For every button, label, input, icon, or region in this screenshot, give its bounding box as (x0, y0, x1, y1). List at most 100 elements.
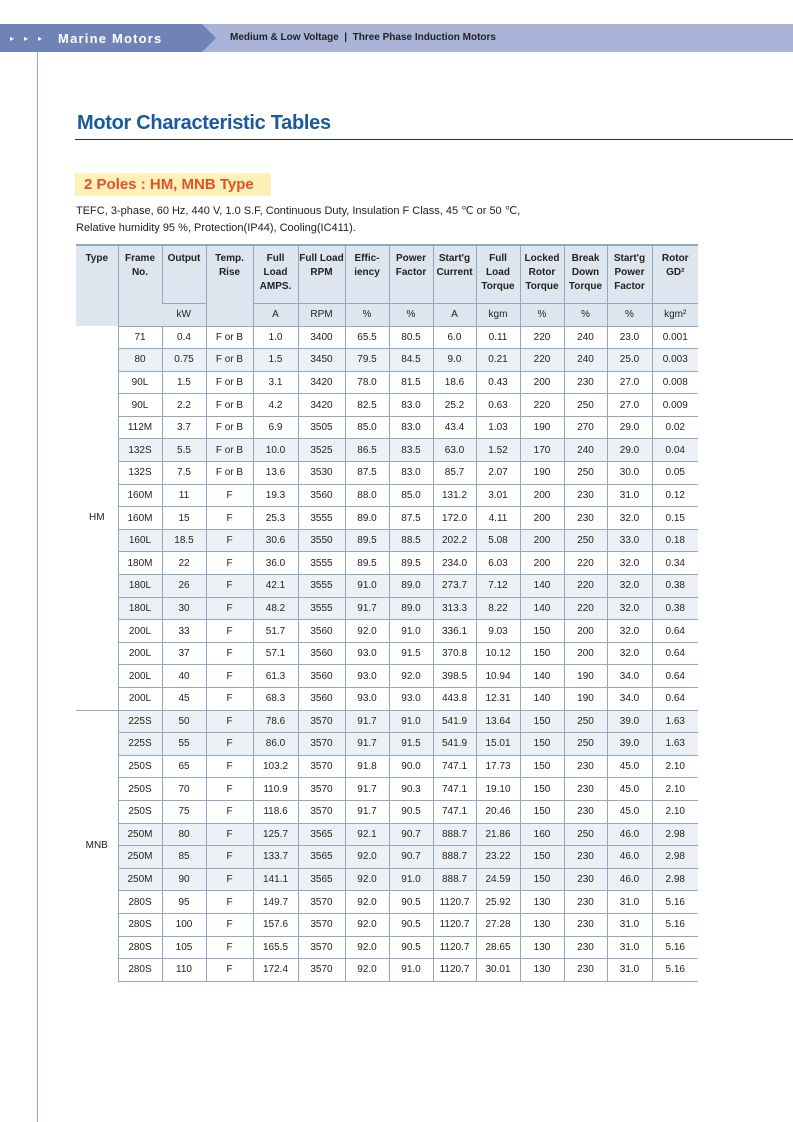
table-cell: 90.5 (388, 912, 433, 937)
table-cell: 3450 (297, 348, 345, 372)
table-cell: 1.5 (252, 348, 298, 372)
arrow-icons: ▸▸▸ (10, 33, 53, 43)
table-row: 280S 110 F 172.4 3570 92.0 91.0 1120.7 30.01 130 2… (76, 958, 698, 982)
table-cell: 250 (563, 822, 607, 846)
table-cell: 91.7 (344, 732, 389, 756)
table-cell: 81.5 (388, 370, 433, 394)
table-row: 90L 2.2 F or B 4.2 3420 82.5 83.0 25.2 0.63 220 25… (76, 393, 698, 417)
table-cell: F (205, 890, 253, 914)
table-cell: 225S (117, 732, 162, 756)
table-cell: 25.3 (252, 506, 298, 530)
table-cell: 83.0 (388, 415, 433, 439)
table-cell: 2.07 (475, 461, 520, 485)
table-cell: 125.7 (252, 822, 298, 846)
table-cell: 3550 (297, 528, 345, 552)
table-cell: 130 (519, 912, 564, 937)
table-row: 90L 1.5 F or B 3.1 3420 78.0 81.5 18.6 0.43 200 23… (76, 370, 698, 394)
unit-header: % (388, 302, 433, 326)
table-cell: 0.008 (651, 370, 698, 394)
table-cell: 17.73 (475, 754, 520, 778)
table-cell: 180L (117, 596, 162, 620)
column-header: Type (76, 244, 118, 326)
table-cell: 220 (519, 393, 564, 417)
table-cell: 273.7 (432, 574, 476, 598)
table-cell: 3555 (297, 551, 345, 575)
table-cell: 200 (519, 506, 564, 530)
table-cell: 0.001 (651, 325, 698, 349)
table-cell: 200 (519, 483, 564, 507)
table-cell: 15.01 (475, 732, 520, 756)
table-cell: 91.5 (388, 641, 433, 665)
table-cell: 5.16 (651, 935, 698, 959)
table-cell: 3560 (297, 687, 345, 711)
table-cell: 79.5 (344, 348, 389, 372)
table-cell: 92.0 (388, 664, 433, 688)
table-cell: F (205, 799, 253, 824)
breadcrumb: Medium & Low Voltage | Three Phase Induc… (230, 32, 496, 43)
table-cell: 10.12 (475, 641, 520, 665)
table-cell: 1120.7 (432, 890, 476, 914)
table-cell: 65.5 (344, 325, 389, 349)
table-cell: 1120.7 (432, 935, 476, 959)
table-cell: 150 (519, 619, 564, 643)
unit-header: kgm² (651, 302, 698, 326)
table-cell: F (205, 687, 253, 711)
table-cell: 0.63 (475, 393, 520, 417)
table-cell: 85.0 (344, 415, 389, 439)
table-cell: 43.4 (432, 415, 476, 439)
table-cell: 1.5 (161, 370, 206, 394)
table-cell: 220 (519, 348, 564, 372)
table-cell: 200L (117, 664, 162, 688)
table-cell: 3420 (297, 393, 345, 417)
table-cell: 200 (519, 528, 564, 552)
table-cell: 0.009 (651, 393, 698, 417)
table-cell: 240 (563, 438, 607, 462)
table-row: 250S 70 F 110.9 3570 91.7 90.3 747.1 19.10 150 230… (76, 777, 698, 801)
type-cell: MNB (76, 709, 118, 982)
table-cell: 3570 (297, 935, 345, 959)
table-row: 250M 80 F 125.7 3565 92.1 90.7 888.7 21.86 160 250… (76, 822, 698, 846)
table-cell: 130 (519, 890, 564, 914)
table-cell: 91.0 (388, 958, 433, 982)
table-cell: 130 (519, 958, 564, 982)
table-cell: 398.5 (432, 664, 476, 688)
table-cell: 88.0 (344, 483, 389, 507)
table-cell: 92.0 (344, 935, 389, 959)
table-cell: 29.0 (606, 438, 652, 462)
table-cell: 230 (563, 912, 607, 937)
table-cell: 32.0 (606, 551, 652, 575)
table-cell: 3570 (297, 799, 345, 824)
table-cell: 91.7 (344, 777, 389, 801)
table-cell: 150 (519, 867, 564, 891)
table-cell: 63.0 (432, 438, 476, 462)
table-cell: 30.01 (475, 958, 520, 982)
table-cell: 45.0 (606, 777, 652, 801)
table-cell: 230 (563, 754, 607, 778)
table-row: HM 71 0.4 F or B 1.0 3400 65.5 80.5 6.0 0.11 220 24… (76, 325, 698, 523)
table-cell: 3570 (297, 958, 345, 982)
table-cell: 149.7 (252, 890, 298, 914)
table-cell: 140 (519, 596, 564, 620)
unit-header: % (606, 302, 652, 326)
table-cell: 33 (161, 619, 206, 643)
table-cell: 150 (519, 777, 564, 801)
table-cell: 30.0 (606, 461, 652, 485)
table-cell: F or B (205, 393, 253, 417)
table-cell: 8.22 (475, 596, 520, 620)
table-cell: 0.64 (651, 664, 698, 688)
table-cell: 280S (117, 890, 162, 914)
table-cell: 110 (161, 958, 206, 982)
table-cell: 180M (117, 551, 162, 575)
table-cell: 30.6 (252, 528, 298, 552)
table-cell: 90.5 (388, 890, 433, 914)
table-cell: 90.7 (388, 822, 433, 846)
table-cell: 0.18 (651, 528, 698, 552)
table-cell: 172.4 (252, 958, 298, 982)
unit-header: % (563, 302, 607, 326)
table-cell: 89.0 (344, 506, 389, 530)
table-cell: 0.34 (651, 551, 698, 575)
table-cell: 225S (117, 709, 162, 733)
table-cell: 0.64 (651, 687, 698, 711)
table-cell: 3560 (297, 641, 345, 665)
table-cell: 11 (161, 483, 206, 507)
